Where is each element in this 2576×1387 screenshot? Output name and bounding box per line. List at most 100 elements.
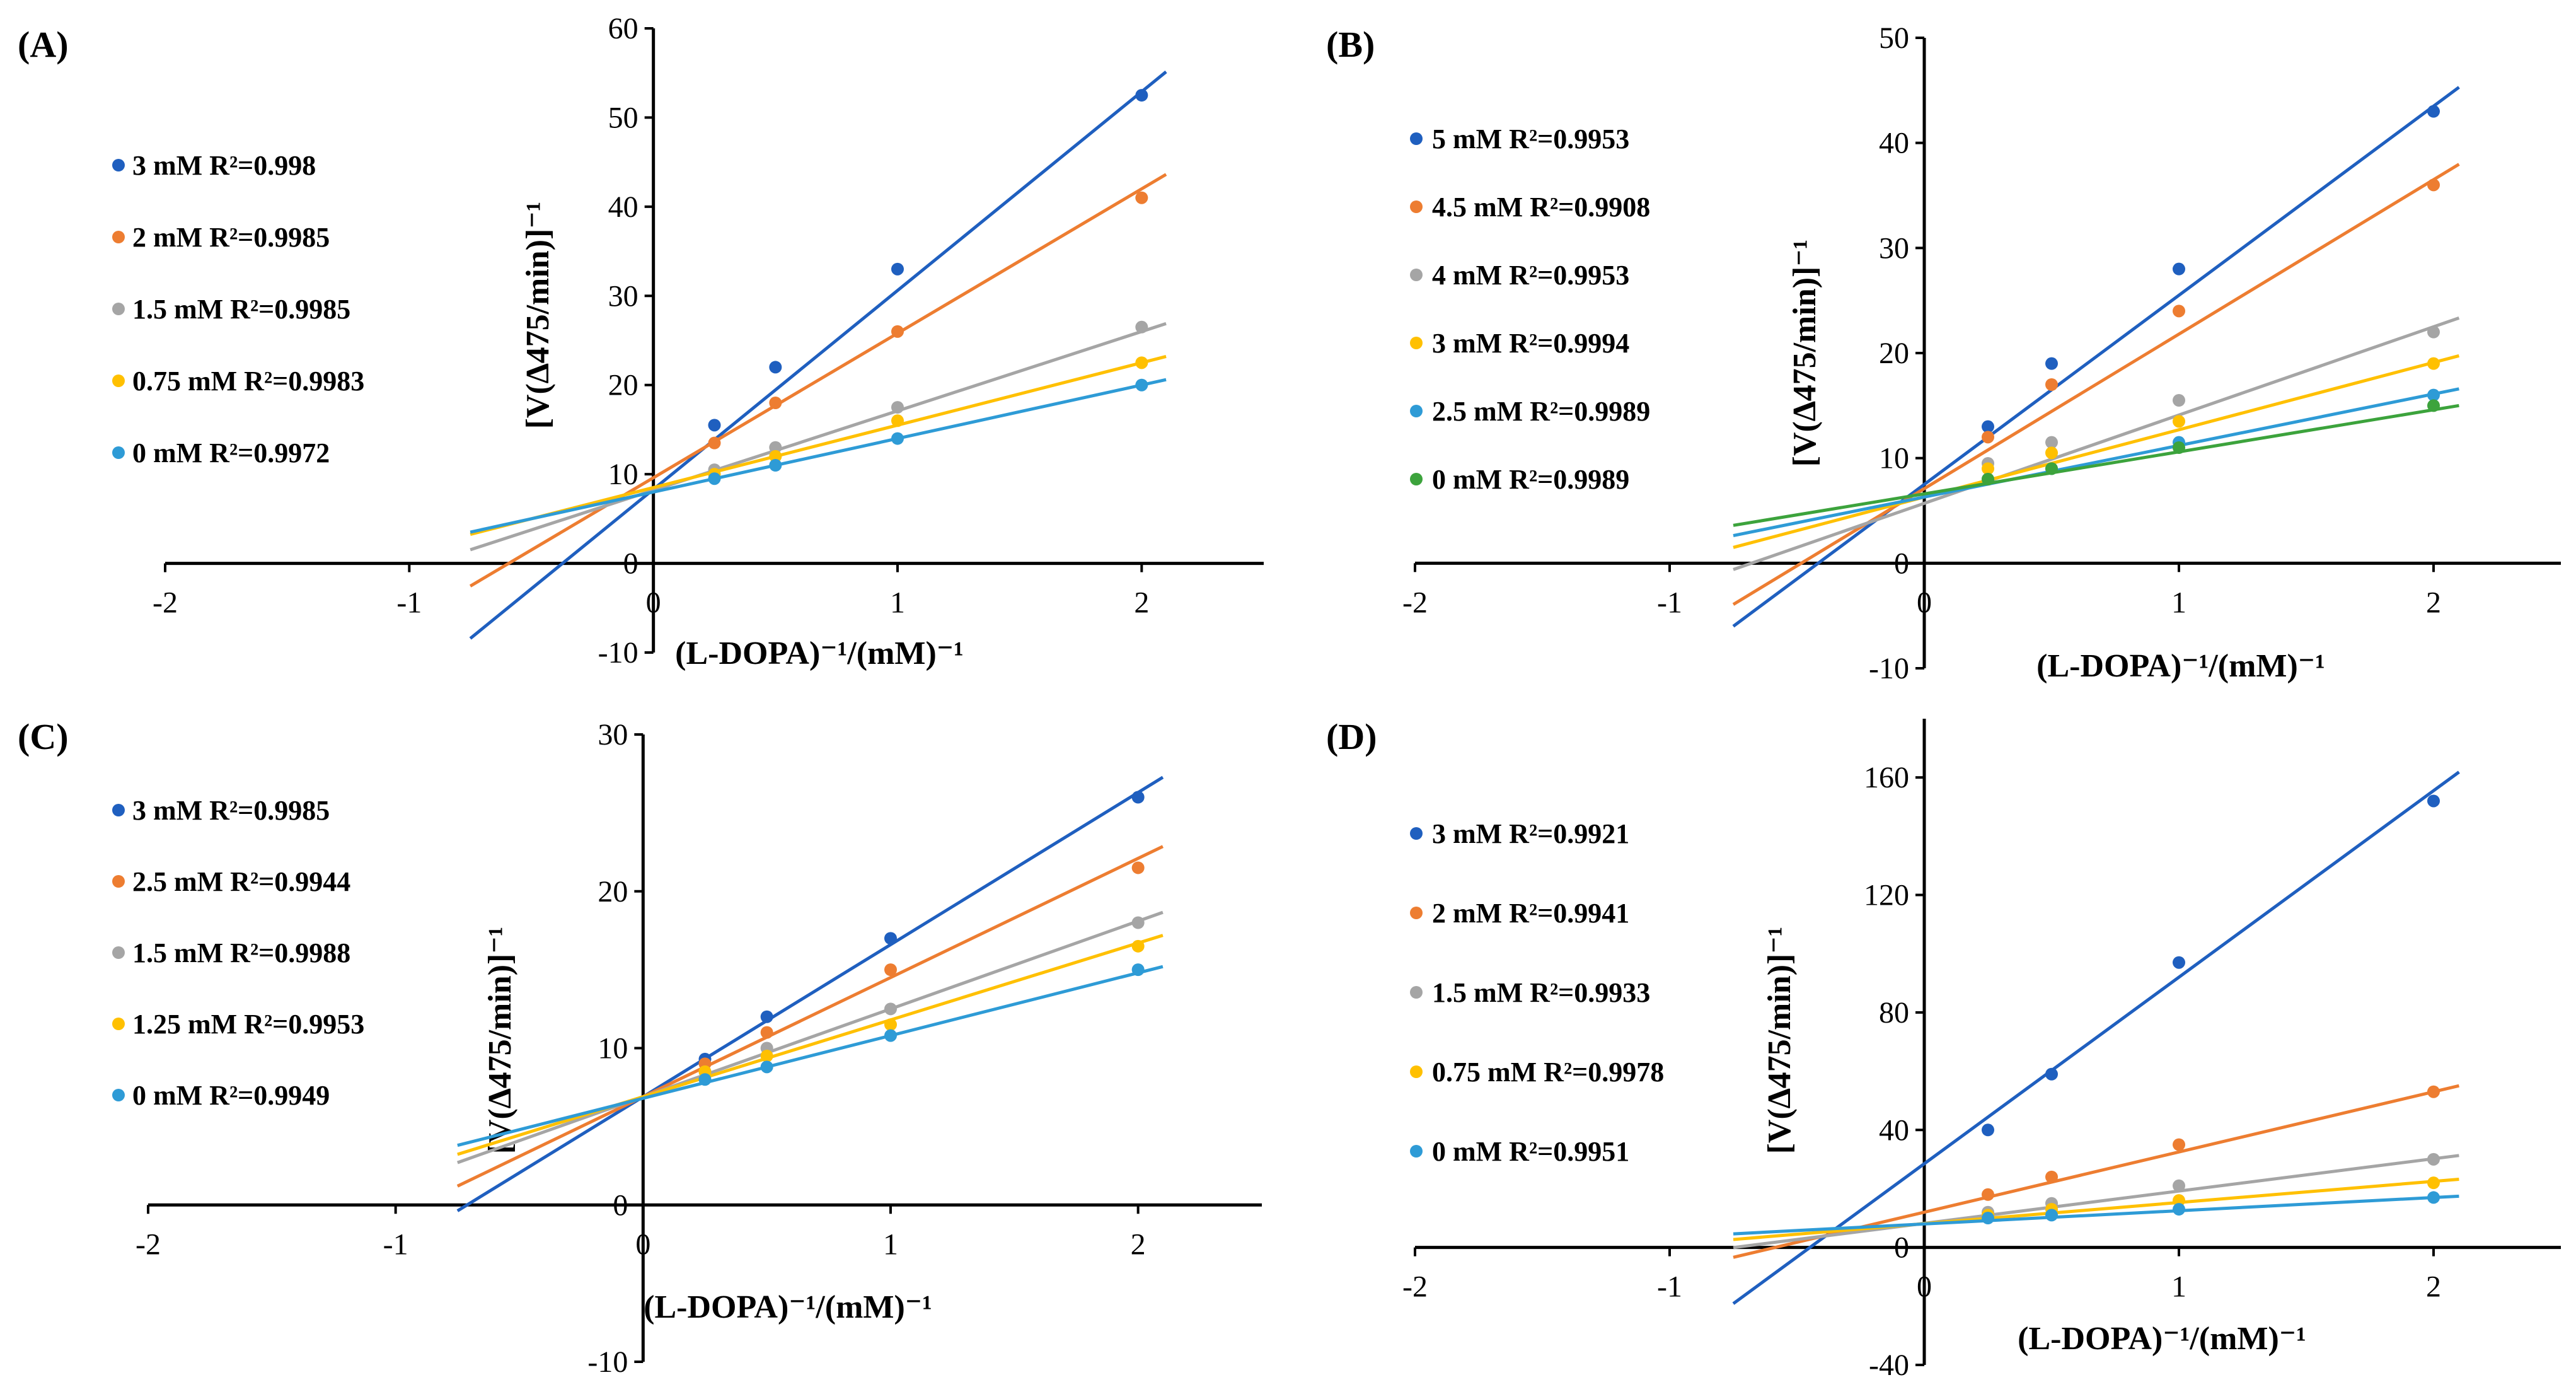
y-tick-label: 0	[1894, 1231, 1909, 1265]
x-tick-label: 2	[2426, 586, 2441, 619]
chart-panel: (C)-2 -1 0 1 2-100102030(L-DOPA)⁻¹/(mM)⁻¹[V(…	[18, 716, 1262, 1379]
data-point	[760, 1060, 773, 1074]
data-point	[2427, 1152, 2440, 1166]
x-tick-label: -1	[396, 586, 422, 620]
data-point	[2173, 415, 2185, 428]
data-point	[884, 1018, 897, 1031]
data-point	[769, 441, 782, 454]
data-point	[2173, 1203, 2185, 1216]
legend-label: 1.25 mM R²=0.9953	[132, 1009, 364, 1040]
chart-panel: (D) -2 -1 0 1 2 -40 0 40 80 120 160 (L-DOPA)⁻¹/(mM)⁻…	[1326, 716, 2561, 1382]
data-point	[769, 397, 782, 409]
data-point	[884, 932, 897, 945]
data-point	[2427, 325, 2440, 339]
data-point	[708, 436, 721, 450]
trendline	[456, 845, 1164, 1188]
y-tick-label: 60	[608, 12, 638, 45]
legend-marker	[112, 1018, 125, 1030]
data-point	[1131, 861, 1145, 874]
x-tick-label: 0	[646, 586, 661, 620]
legend-marker	[1410, 827, 1423, 840]
data-point	[2045, 436, 2058, 449]
y-axis-title: [V(∆475/min)]⁻¹	[1762, 927, 1798, 1154]
legend-label: 0 mM R²=0.9972	[132, 438, 330, 468]
x-tick-label: 2	[1134, 586, 1149, 620]
legend-label: 1.5 mM R²=0.9933	[1432, 977, 1650, 1008]
data-point	[2045, 462, 2058, 475]
y-tick-label: 30	[598, 718, 628, 752]
x-axis-title: (L-DOPA)⁻¹/(mM)⁻¹	[675, 635, 964, 671]
legend-marker	[1410, 473, 1423, 485]
data-point	[1982, 462, 1994, 475]
data-point	[2173, 956, 2185, 969]
legend-marker	[1410, 1065, 1423, 1078]
trendline	[470, 378, 1167, 534]
legend-label: 0 mM R²=0.9949	[132, 1080, 330, 1111]
data-point	[2045, 357, 2058, 370]
trendline	[470, 355, 1167, 537]
data-point	[2173, 441, 2185, 454]
data-point	[891, 262, 904, 276]
data-point	[2173, 1138, 2185, 1151]
panel-label: (B)	[1326, 24, 1375, 65]
legend-marker	[1410, 269, 1423, 281]
y-tick-label: -40	[1869, 1349, 1909, 1382]
legend-marker	[112, 231, 125, 243]
legend-label: 4 mM R²=0.9953	[1432, 260, 1629, 291]
x-tick-label: 2	[1131, 1227, 1146, 1261]
legend-label: 2 mM R²=0.9941	[1432, 898, 1629, 929]
data-point	[1135, 89, 1148, 102]
data-point	[1982, 420, 1994, 433]
legend-marker	[1410, 200, 1423, 213]
y-axis-title: [V(∆475/min)]⁻¹	[1787, 240, 1823, 467]
legend-marker	[1410, 1145, 1423, 1158]
data-point	[1135, 320, 1148, 334]
trendline	[456, 775, 1164, 1212]
data-point	[708, 472, 721, 485]
x-axis-title: (L-DOPA)⁻¹/(mM)⁻¹	[644, 1289, 932, 1325]
legend-label: 0.75 mM R²=0.9978	[1432, 1057, 1664, 1088]
data-point	[1135, 191, 1148, 204]
y-tick-label: 10	[598, 1032, 628, 1065]
data-point	[1135, 356, 1148, 369]
data-point	[760, 1026, 773, 1039]
legend-marker	[1410, 907, 1423, 919]
data-point	[1982, 473, 1994, 485]
legend-label: 3 mM R²=0.9921	[1432, 818, 1629, 849]
x-tick-label: -1	[1657, 586, 1682, 619]
trendline	[1733, 387, 2459, 538]
legend-marker	[112, 875, 125, 888]
legend-marker	[1410, 405, 1423, 417]
data-point	[2427, 1191, 2440, 1204]
trendline	[1733, 1194, 2459, 1236]
y-tick-label: 30	[608, 279, 638, 313]
x-tick-label: 0	[1917, 586, 1932, 619]
data-point	[891, 401, 904, 414]
data-point	[1131, 963, 1145, 977]
legend-label: 4.5 mM R²=0.9908	[1432, 192, 1650, 223]
y-tick-label: 20	[598, 875, 628, 908]
legend-marker	[1410, 132, 1423, 145]
data-point	[2173, 1179, 2185, 1192]
data-point	[1982, 1212, 1994, 1225]
y-axis-title: [V(∆475/min)]⁻¹	[520, 202, 556, 429]
y-tick-label: 20	[608, 369, 638, 402]
data-point	[2173, 262, 2185, 276]
data-point	[769, 450, 782, 463]
trendline	[469, 70, 1167, 640]
data-point	[2173, 305, 2185, 318]
y-tick-label: 160	[1864, 761, 1909, 794]
y-tick-label: -10	[1869, 652, 1909, 685]
legend-marker	[112, 159, 125, 171]
data-point	[891, 414, 904, 427]
y-tick-label: 40	[608, 190, 638, 224]
y-tick-label: 40	[1879, 127, 1909, 160]
data-point	[1982, 1123, 1994, 1137]
x-tick-label: -1	[1657, 1270, 1682, 1304]
legend-marker	[1410, 337, 1423, 349]
data-point	[2427, 357, 2440, 370]
y-tick-label: 20	[1879, 337, 1909, 370]
y-tick-label: 50	[608, 101, 638, 134]
trendline	[457, 934, 1164, 1156]
